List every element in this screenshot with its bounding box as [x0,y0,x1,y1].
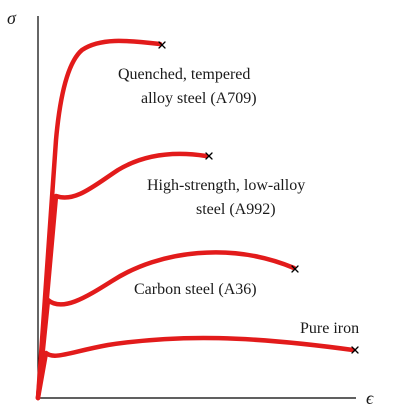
x-axis-symbol: ϵ [366,388,374,408]
label-a36: Carbon steel (A36) [134,281,257,298]
y-axis-symbol: σ [7,8,17,28]
fracture-marker-a992 [205,152,213,160]
fracture-marker-a709 [158,41,166,49]
curve-pure-iron [35,335,356,401]
fracture-marker-pure-iron [351,346,359,354]
curve-a992 [35,151,209,401]
curve-a709 [35,38,163,401]
label-a992-line1: High-strength, low-alloy [147,177,305,194]
label-a709-line1: Quenched, tempered [118,66,250,83]
fracture-marker-a36 [291,265,299,273]
label-a992-line2: steel (A992) [196,201,276,218]
label-a709-line2: alloy steel (A709) [141,90,257,107]
curve-a36 [35,250,297,401]
label-pure-iron: Pure iron [300,320,359,337]
